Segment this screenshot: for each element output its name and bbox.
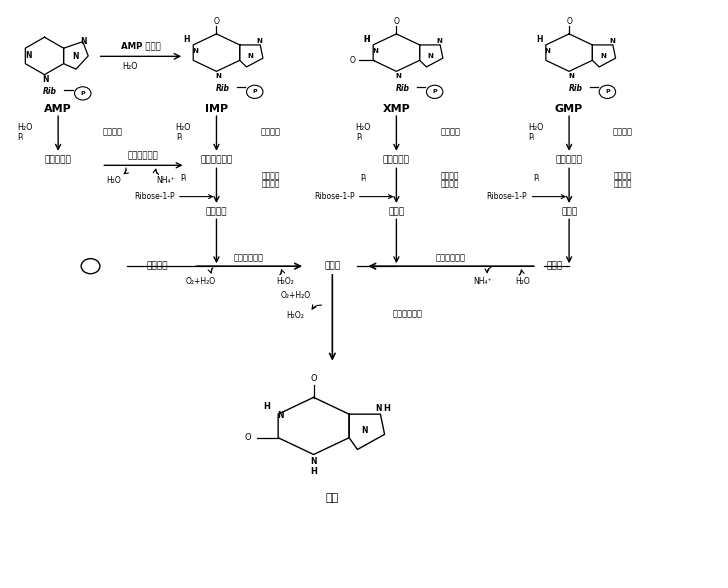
- Text: Pᵢ: Pᵢ: [181, 173, 186, 182]
- Text: O₂+H₂O: O₂+H₂O: [186, 278, 215, 286]
- Text: 嘌呤核苷: 嘌呤核苷: [441, 171, 459, 181]
- Text: 尿酸: 尿酸: [325, 493, 339, 503]
- Text: 黄嘌呤: 黄嘌呤: [388, 207, 405, 216]
- Text: 磷酸化酶: 磷酸化酶: [261, 179, 280, 188]
- Text: 次黄嘌呤: 次黄嘌呤: [147, 262, 168, 270]
- Text: 黄嘌呤氧化酶: 黄嘌呤氧化酶: [392, 309, 422, 318]
- Text: O: O: [213, 17, 219, 26]
- Text: O: O: [393, 17, 400, 26]
- Text: O: O: [566, 17, 572, 26]
- Text: 嘌呤核苷: 嘌呤核苷: [614, 171, 633, 181]
- Text: N: N: [80, 36, 87, 46]
- Text: P: P: [605, 89, 610, 94]
- Text: H₂O: H₂O: [122, 62, 138, 71]
- Text: N: N: [310, 457, 317, 466]
- Text: P: P: [80, 91, 85, 96]
- Text: N: N: [248, 53, 253, 59]
- Text: Rib: Rib: [569, 85, 583, 93]
- Text: N: N: [215, 73, 221, 79]
- Text: Ribose-1-P: Ribose-1-P: [487, 192, 527, 201]
- Text: H: H: [383, 404, 390, 413]
- Text: N: N: [375, 404, 381, 413]
- Text: IMP: IMP: [205, 103, 228, 113]
- Text: 黄嘌呤: 黄嘌呤: [324, 262, 341, 270]
- Text: N: N: [437, 38, 443, 44]
- Text: Pᵢ: Pᵢ: [356, 133, 362, 142]
- Text: N: N: [192, 48, 198, 54]
- Text: NH₄⁺: NH₄⁺: [156, 176, 175, 185]
- Text: N: N: [427, 53, 433, 59]
- Text: NH₄⁺: NH₄⁺: [473, 278, 492, 286]
- Text: N: N: [395, 73, 402, 79]
- Text: H₂O₂: H₂O₂: [276, 278, 294, 286]
- Text: AMP: AMP: [44, 103, 72, 113]
- Text: Ribose-1-P: Ribose-1-P: [134, 192, 175, 201]
- Text: N: N: [361, 426, 368, 436]
- Text: Rib: Rib: [396, 85, 410, 93]
- Text: O₂+H₂O: O₂+H₂O: [280, 290, 311, 300]
- Text: 核苷酸酶: 核苷酸酶: [613, 128, 633, 137]
- Text: Pᵢ: Pᵢ: [529, 133, 535, 142]
- Text: H₂O: H₂O: [529, 123, 544, 132]
- Text: GMP: GMP: [555, 103, 583, 113]
- Text: 腺嘌呤核苷: 腺嘌呤核苷: [44, 155, 71, 164]
- Text: Rib: Rib: [216, 85, 230, 93]
- Text: 嘌呤核苷: 嘌呤核苷: [261, 171, 280, 181]
- Text: N: N: [372, 48, 378, 54]
- Text: H₂O: H₂O: [106, 176, 121, 185]
- Text: 黄嘌呤氧化酶: 黄嘌呤氧化酶: [234, 253, 264, 262]
- Text: O: O: [349, 56, 355, 65]
- Text: P: P: [253, 89, 257, 94]
- Text: H: H: [363, 35, 370, 44]
- Text: H₂O: H₂O: [515, 278, 530, 286]
- Text: O: O: [245, 433, 251, 442]
- Text: 核苷酸酶: 核苷酸酶: [261, 128, 280, 137]
- Text: H₂O₂: H₂O₂: [287, 311, 304, 320]
- Text: N: N: [72, 52, 79, 61]
- Text: XMP: XMP: [382, 103, 411, 113]
- Text: H₂O: H₂O: [17, 123, 33, 132]
- Text: H: H: [264, 402, 270, 411]
- Text: 次黄嘌呤: 次黄嘌呤: [206, 207, 227, 216]
- Text: P: P: [432, 89, 437, 94]
- Text: 鸟嘌呤脱氨酶: 鸟嘌呤脱氨酶: [435, 253, 465, 262]
- Text: 鸟嘌呤: 鸟嘌呤: [561, 207, 577, 216]
- Text: Pᵢ: Pᵢ: [360, 173, 366, 182]
- Text: N: N: [42, 75, 49, 83]
- Text: 腺嘌呤脱氨酶: 腺嘌呤脱氨酶: [127, 152, 159, 161]
- Text: H: H: [310, 467, 317, 476]
- Text: 核苷酸酶: 核苷酸酶: [102, 128, 122, 137]
- Text: Pᵢ: Pᵢ: [17, 133, 24, 142]
- Text: 次黄嘌呤核苷: 次黄嘌呤核苷: [200, 155, 232, 164]
- Text: O: O: [310, 374, 317, 383]
- Text: H: H: [183, 35, 190, 44]
- Text: N: N: [601, 53, 606, 59]
- Text: H₂O: H₂O: [355, 123, 371, 132]
- Text: N: N: [25, 51, 31, 61]
- Text: H₂O: H₂O: [175, 123, 191, 132]
- Text: N: N: [277, 410, 284, 420]
- Text: Rib: Rib: [43, 86, 57, 96]
- Text: N: N: [257, 38, 263, 44]
- Text: Pᵢ: Pᵢ: [176, 133, 182, 142]
- Text: H: H: [363, 35, 370, 44]
- Text: Pᵢ: Pᵢ: [533, 173, 539, 182]
- Text: Ribose-1-P: Ribose-1-P: [314, 192, 355, 201]
- Text: 磷酸化酶: 磷酸化酶: [441, 179, 459, 188]
- Text: 核苷酸酶: 核苷酸酶: [440, 128, 460, 137]
- Text: 黄嘌呤核苷: 黄嘌呤核苷: [383, 155, 410, 164]
- Text: 鸟嘌呤: 鸟嘌呤: [547, 262, 563, 270]
- Text: N: N: [609, 38, 615, 44]
- Text: 磷酸化酶: 磷酸化酶: [614, 179, 633, 188]
- Text: 鸟嘌呤核苷: 鸟嘌呤核苷: [555, 155, 582, 164]
- Text: H: H: [537, 35, 543, 44]
- Text: N: N: [569, 73, 574, 79]
- Text: N: N: [545, 48, 550, 54]
- Text: AMP 脱氨酶: AMP 脱氨酶: [121, 41, 161, 51]
